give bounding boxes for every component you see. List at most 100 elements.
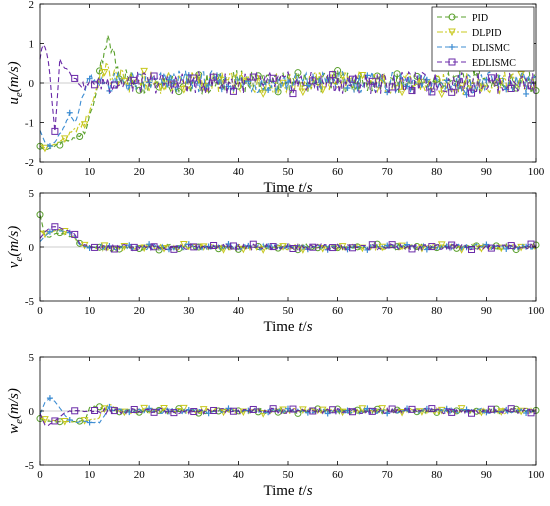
series-line xyxy=(39,226,537,252)
x-tick-label: 70 xyxy=(382,305,394,317)
legend-label: DLPID xyxy=(472,28,501,39)
data-point xyxy=(388,405,396,413)
data-point xyxy=(428,405,436,413)
data-point xyxy=(477,84,486,93)
x-tick-label: 10 xyxy=(84,305,96,317)
data-point xyxy=(219,77,228,85)
data-point xyxy=(324,410,331,417)
y-axis-label: ve(m/s) xyxy=(6,226,25,268)
data-point xyxy=(408,87,416,95)
x-tick-label: 0 xyxy=(37,305,43,317)
data-point xyxy=(46,228,53,235)
data-point xyxy=(60,417,69,426)
data-point xyxy=(254,72,262,80)
data-point xyxy=(80,121,89,129)
data-point xyxy=(289,245,297,253)
x-tick-label: 80 xyxy=(431,166,443,178)
data-point xyxy=(309,243,317,251)
data-point xyxy=(329,406,337,414)
data-point xyxy=(71,74,79,82)
data-point xyxy=(150,408,158,416)
data-point xyxy=(398,408,406,417)
y-tick-label: 0 xyxy=(29,242,35,254)
data-point xyxy=(309,407,317,415)
data-point xyxy=(41,416,49,424)
legend: PID DLPID DLISMC EDLISMC xyxy=(431,6,535,72)
data-point xyxy=(170,80,178,88)
data-point xyxy=(457,246,466,254)
x-tick-label: 40 xyxy=(233,305,245,317)
data-point xyxy=(523,90,530,97)
y-tick-label: 5 xyxy=(29,352,35,364)
x-tick-label: 20 xyxy=(134,166,146,178)
x-tick-label: 40 xyxy=(233,166,245,178)
data-point xyxy=(41,144,49,153)
x-tick-label: 90 xyxy=(481,305,493,317)
data-point xyxy=(463,406,470,413)
data-point xyxy=(269,405,277,413)
y-tick-label: 2 xyxy=(29,0,35,11)
data-point xyxy=(86,75,93,82)
x-tick-label: 80 xyxy=(431,305,443,317)
data-point xyxy=(437,90,446,99)
y-tick-label: -1 xyxy=(25,118,34,130)
data-point xyxy=(51,127,59,135)
data-point xyxy=(150,72,158,80)
y-axis-label: we(m/s) xyxy=(6,388,25,434)
data-point xyxy=(468,409,476,417)
data-point xyxy=(448,408,456,416)
series-edlismc xyxy=(39,405,537,427)
data-point xyxy=(150,243,158,251)
x-tick-label: 30 xyxy=(183,469,195,481)
data-point xyxy=(160,404,168,413)
x-axis-label: Time t/s xyxy=(263,483,312,499)
data-point xyxy=(368,407,376,415)
legend-marker xyxy=(449,44,455,50)
data-point xyxy=(428,243,436,251)
data-point xyxy=(318,86,327,94)
legend-entry-pid: PID xyxy=(437,13,488,24)
y-tick-label: -2 xyxy=(25,157,34,169)
data-point xyxy=(126,82,133,89)
data-point xyxy=(210,406,218,414)
legend-marker xyxy=(448,28,456,37)
data-point xyxy=(56,418,64,426)
data-point xyxy=(274,408,282,416)
data-point xyxy=(51,223,59,231)
data-point xyxy=(289,90,297,98)
data-point xyxy=(497,244,506,253)
data-point xyxy=(348,408,356,416)
x-tick-label: 50 xyxy=(283,166,295,178)
data-point xyxy=(483,241,490,248)
data-point xyxy=(91,243,99,251)
data-point xyxy=(66,109,73,116)
data-point xyxy=(135,86,143,94)
data-point xyxy=(71,407,79,415)
data-point xyxy=(487,244,495,252)
data-point xyxy=(170,409,178,417)
data-point xyxy=(299,88,307,97)
data-point xyxy=(348,244,356,252)
x-tick-label: 50 xyxy=(283,305,295,317)
data-point xyxy=(76,132,84,140)
data-point xyxy=(160,245,168,253)
series-edlismc xyxy=(39,43,537,135)
x-tick-label: 60 xyxy=(332,305,344,317)
data-point xyxy=(358,72,367,80)
data-point xyxy=(249,73,257,81)
data-point xyxy=(487,405,495,413)
y-axis-label: ue(m/s) xyxy=(6,61,25,104)
x-tick-label: 30 xyxy=(183,166,195,178)
y-tick-label: 0 xyxy=(29,406,35,418)
data-point xyxy=(46,395,53,402)
data-point xyxy=(71,230,79,238)
x-tick-label: 90 xyxy=(481,166,493,178)
x-tick-label: 30 xyxy=(183,305,195,317)
data-point xyxy=(86,419,93,426)
data-point xyxy=(80,417,89,425)
data-point xyxy=(100,68,109,77)
data-point xyxy=(51,417,59,425)
x-tick-label: 0 xyxy=(37,469,43,481)
data-point xyxy=(507,405,515,413)
